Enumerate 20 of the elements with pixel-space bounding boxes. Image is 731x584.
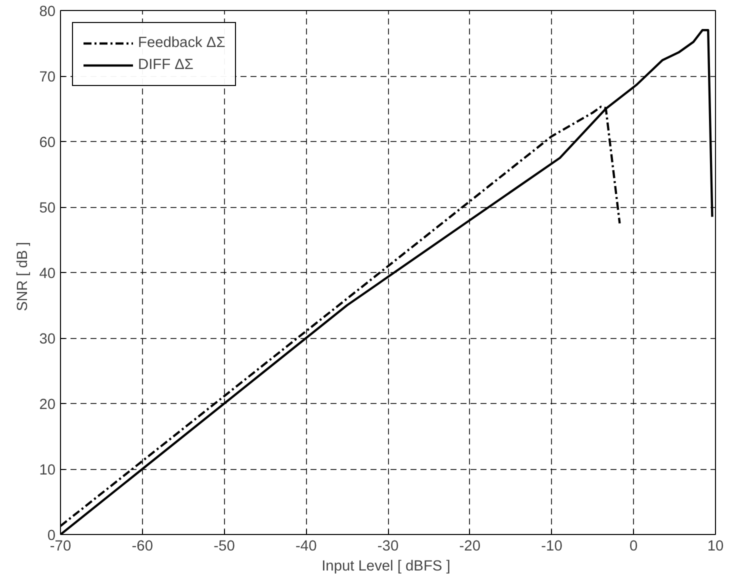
legend-label: Feedback ΔΣ [138, 35, 226, 51]
x-tick-label: -40 [296, 538, 317, 554]
y-tick-label: 30 [39, 332, 56, 348]
x-tick-label: -20 [459, 538, 480, 554]
y-tick-label: 60 [39, 135, 56, 151]
y-tick-label: 80 [39, 4, 56, 20]
y-tick-label: 70 [39, 70, 56, 86]
y-tick-label: 20 [39, 397, 56, 413]
y-tick-label: 40 [39, 266, 56, 282]
x-tick-label: -50 [214, 538, 235, 554]
legend-label: DIFF ΔΣ [138, 57, 194, 73]
y-tick-label: 10 [39, 462, 56, 478]
x-axis-title: Input Level [ dBFS ] [322, 558, 450, 574]
x-tick-label: -60 [132, 538, 153, 554]
x-tick-label: -10 [541, 538, 562, 554]
x-tick-label: 0 [630, 538, 638, 554]
y-tick-label: 50 [39, 200, 56, 216]
x-tick-label: -30 [377, 538, 399, 554]
x-tick-label: 10 [707, 538, 724, 554]
y-axis-title: SNR [ dB ] [15, 242, 32, 312]
